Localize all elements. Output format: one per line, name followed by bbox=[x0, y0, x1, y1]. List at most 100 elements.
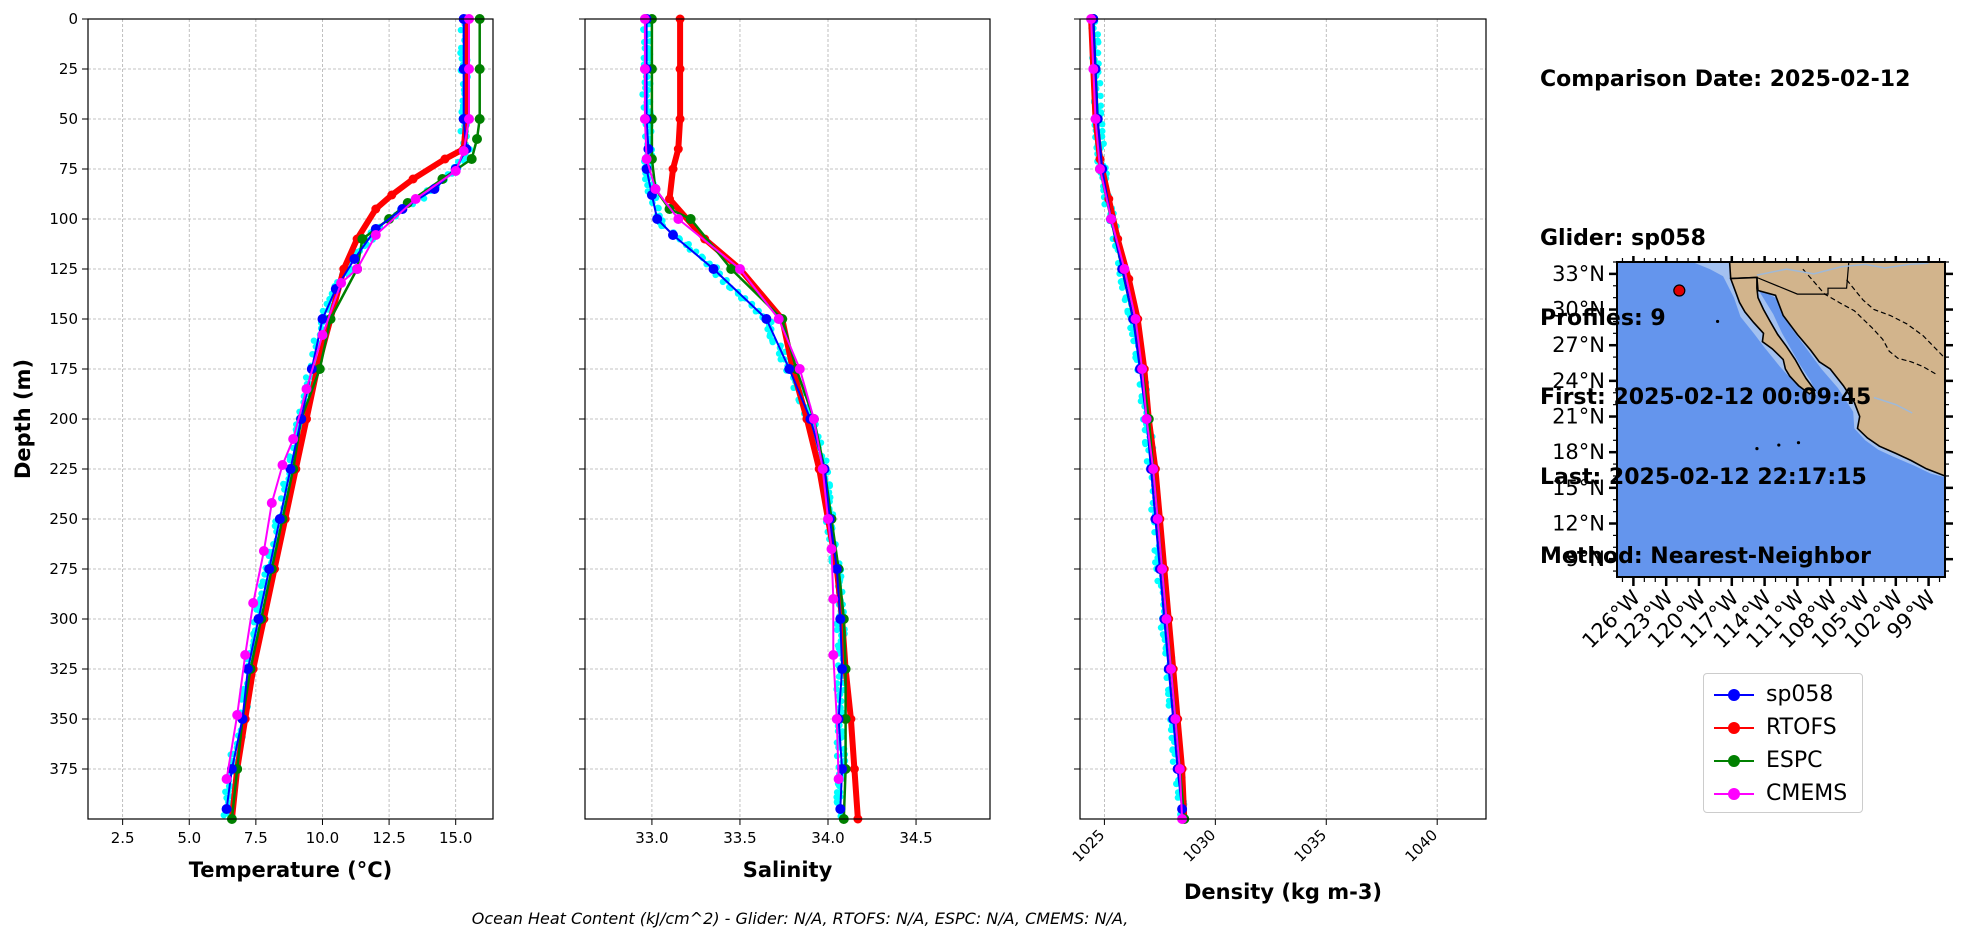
data-point-rtofs bbox=[665, 194, 674, 204]
ohc-footer: Ocean Heat Content (kJ/cm^2) - Glider: N… bbox=[0, 909, 1600, 928]
glider-scatter-point bbox=[1148, 506, 1155, 513]
data-point-sp058 bbox=[761, 314, 772, 324]
glider-location-marker bbox=[1673, 284, 1686, 297]
data-point-cmems bbox=[1174, 764, 1185, 774]
river bbox=[1756, 262, 1929, 276]
y-tick-label: 250 bbox=[49, 510, 78, 528]
glider-scatter-point bbox=[457, 26, 465, 34]
x-tick-label: 7.5 bbox=[244, 829, 268, 847]
ohc-text: Ocean Heat Content (kJ/cm^2) - Glider: N… bbox=[471, 909, 1129, 928]
data-point-sp058 bbox=[831, 564, 842, 574]
data-point-cmems bbox=[1157, 564, 1168, 574]
data-point-cmems bbox=[352, 264, 363, 274]
river bbox=[1873, 396, 1913, 414]
lat-label: 9°N bbox=[1565, 547, 1605, 571]
data-point-rtofs bbox=[408, 174, 418, 184]
data-point-sp058 bbox=[264, 564, 275, 574]
data-point-sp058 bbox=[837, 764, 848, 774]
glider-scatter-point bbox=[1099, 127, 1106, 135]
data-point-sp058 bbox=[784, 364, 795, 374]
data-point-rtofs bbox=[371, 204, 381, 214]
glider-scatter-point bbox=[1119, 284, 1126, 291]
y-tick-label: 25 bbox=[59, 60, 78, 78]
legend-entry: ESPC bbox=[1714, 744, 1852, 777]
y-tick-label: 50 bbox=[59, 110, 78, 128]
data-point-rtofs bbox=[387, 190, 397, 200]
data-point-sp058 bbox=[668, 230, 678, 240]
legend-entry: sp058 bbox=[1714, 678, 1852, 711]
data-point-cmems bbox=[370, 230, 381, 240]
glider-scatter-point bbox=[253, 606, 260, 613]
data-point-cmems bbox=[288, 434, 299, 444]
glider-scatter-point bbox=[823, 457, 830, 464]
data-point-rtofs bbox=[675, 64, 685, 74]
data-point-cmems bbox=[450, 166, 461, 176]
y-tick-label: 275 bbox=[49, 560, 78, 578]
legend-label: ESPC bbox=[1766, 748, 1823, 773]
data-point-cmems bbox=[639, 64, 650, 74]
x-tick-label: 15.0 bbox=[439, 829, 472, 847]
data-point-sp058 bbox=[242, 664, 253, 674]
data-point-cmems bbox=[1166, 664, 1176, 674]
data-point-espc bbox=[357, 234, 368, 244]
legend-entry: RTOFS bbox=[1714, 711, 1852, 744]
glider-scatter-point bbox=[258, 582, 265, 590]
glider-scatter-point bbox=[1132, 354, 1139, 361]
data-point-espc bbox=[685, 214, 696, 224]
data-point-sp058 bbox=[274, 514, 285, 524]
data-point-cmems bbox=[1090, 114, 1101, 124]
glider-scatter-point bbox=[1151, 547, 1158, 554]
comparison-date: Comparison Date: 2025-02-12 bbox=[1540, 67, 1911, 92]
legend-marker-icon bbox=[1714, 751, 1754, 771]
data-point-cmems bbox=[650, 184, 661, 194]
data-point-cmems bbox=[1088, 64, 1099, 74]
lat-label: 33°N bbox=[1552, 262, 1605, 286]
data-point-cmems bbox=[773, 314, 784, 324]
glider-scatter-point bbox=[271, 522, 279, 530]
data-point-sp058 bbox=[835, 614, 846, 624]
data-point-cmems bbox=[258, 546, 269, 556]
glider-scatter-point bbox=[1157, 624, 1165, 631]
data-point-espc bbox=[474, 64, 485, 74]
data-point-cmems bbox=[1119, 264, 1130, 274]
lat-label: 30°N bbox=[1552, 298, 1605, 322]
x-tick-label: 34.0 bbox=[811, 829, 844, 847]
y-tick-label: 375 bbox=[49, 760, 78, 778]
y-tick-label: 100 bbox=[49, 210, 78, 228]
lat-label: 12°N bbox=[1552, 512, 1605, 536]
data-point-espc bbox=[726, 264, 737, 274]
data-point-cmems bbox=[1130, 314, 1141, 324]
glider-scatter-point bbox=[1094, 37, 1101, 44]
y-tick-label: 350 bbox=[49, 710, 78, 728]
glider-scatter-point bbox=[1127, 324, 1134, 332]
profile-count: Profiles: 9 bbox=[1540, 305, 1666, 331]
glider-scatter-point bbox=[839, 709, 846, 716]
data-point-cmems bbox=[464, 114, 474, 124]
lat-label: 24°N bbox=[1552, 369, 1605, 393]
state-border bbox=[1802, 268, 1938, 376]
legend-label: RTOFS bbox=[1766, 715, 1837, 740]
lat-label: 27°N bbox=[1552, 333, 1605, 357]
data-point-cmems bbox=[794, 364, 805, 374]
data-point-cmems bbox=[833, 774, 844, 784]
first-time: First: 2025-02-12 00:09:45 bbox=[1540, 385, 1872, 410]
us-mexico-border bbox=[1756, 261, 1850, 295]
data-point-cmems bbox=[221, 774, 232, 784]
data-point-cmems bbox=[301, 384, 312, 394]
y-tick-label: 150 bbox=[49, 310, 78, 328]
glider-scatter-point bbox=[302, 374, 310, 381]
data-point-cmems bbox=[639, 114, 650, 124]
glider-scatter-point bbox=[833, 626, 841, 634]
legend-entry: CMEMS bbox=[1714, 777, 1852, 810]
legend-marker-icon bbox=[1714, 685, 1754, 705]
data-point-espc bbox=[474, 114, 485, 124]
data-point-cmems bbox=[336, 278, 347, 288]
glider-scatter-point bbox=[833, 793, 840, 801]
glider-scatter-point bbox=[769, 337, 776, 344]
data-point-cmems bbox=[1161, 614, 1172, 624]
data-point-rtofs bbox=[668, 164, 678, 174]
glider-scatter-point bbox=[833, 798, 841, 806]
lat-label: 18°N bbox=[1552, 440, 1605, 464]
x-tick-label: 2.5 bbox=[111, 829, 135, 847]
